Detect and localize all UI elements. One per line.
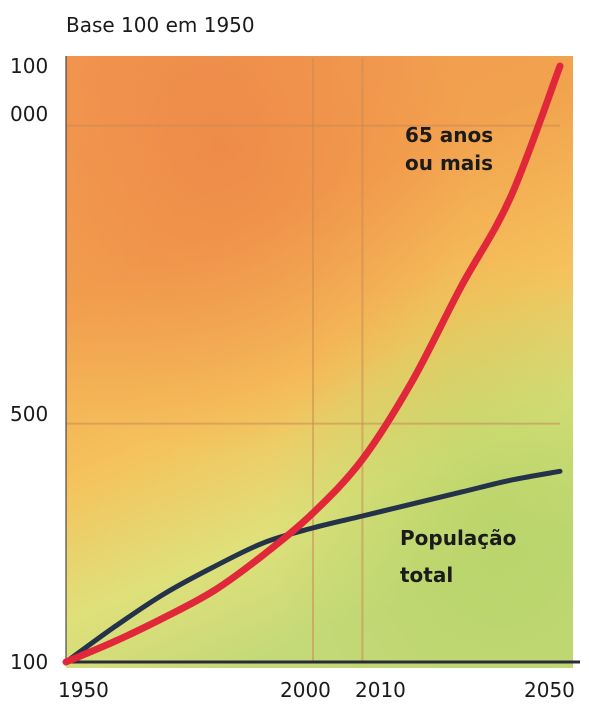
y-tick-label-1000-line1: 100 xyxy=(10,54,48,78)
series-label-65-line2: ou mais xyxy=(405,151,493,175)
x-tick-label-2010: 2010 xyxy=(355,678,406,702)
series-label-65-line1: 65 anos xyxy=(405,123,493,147)
y-tick-label-100: 100 xyxy=(10,650,48,674)
x-tick-label-1950: 1950 xyxy=(58,678,109,702)
series-label-total-line1: População xyxy=(400,526,516,550)
chart-title: Base 100 em 1950 xyxy=(66,13,255,37)
x-tick-label-2000: 2000 xyxy=(280,678,331,702)
y-tick-label-500: 500 xyxy=(10,402,48,426)
series-label-total-line2: total xyxy=(400,563,453,587)
plot-background-orange-patch xyxy=(66,56,573,668)
x-tick-label-2050: 2050 xyxy=(524,678,575,702)
y-tick-label-1000-line2: 000 xyxy=(10,102,48,126)
